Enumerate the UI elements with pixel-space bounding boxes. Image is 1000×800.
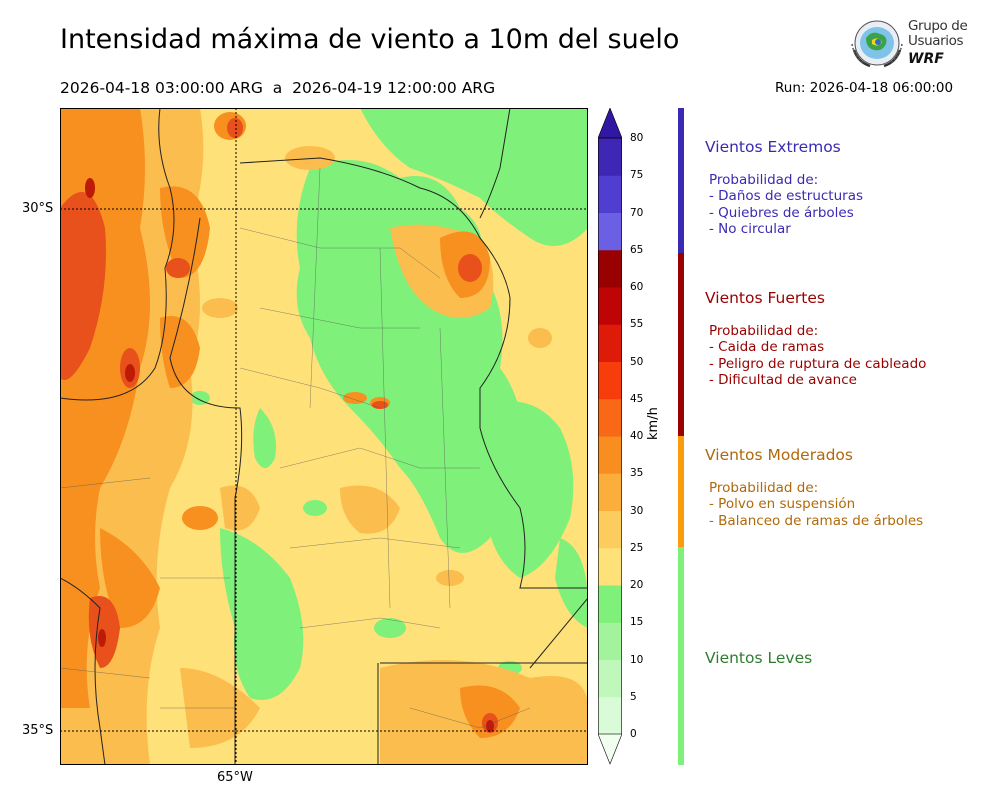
- wrf-users-logo: Grupo de Usuarios WRF: [848, 16, 968, 74]
- colorbar-over-triangle: [597, 107, 623, 139]
- logo-line-2: Usuarios: [908, 32, 964, 49]
- colorbar-swatch: [598, 398, 622, 437]
- colorbar-swatch: [598, 510, 622, 549]
- lat-label-35s: 35°S: [22, 723, 54, 738]
- period-separator: a: [272, 79, 283, 97]
- category-line: - Balanceo de ramas de árboles: [709, 512, 924, 529]
- run-timestamp: Run: 2026-04-18 06:00:00: [775, 80, 954, 96]
- category-line: - No circular: [709, 220, 791, 237]
- department-boundaries: [60, 167, 531, 729]
- colorbar-swatch: [598, 324, 622, 362]
- province-boundaries: [60, 108, 588, 765]
- wind-map: [60, 108, 588, 765]
- peak-wind-cores: [85, 178, 494, 732]
- category-bar-strong: [678, 253, 684, 436]
- colorbar-tick-label: 75: [630, 169, 644, 182]
- category-title-strong: Vientos Fuertes: [705, 289, 825, 307]
- map-title: Intensidad máxima de viento a 10m del su…: [60, 24, 680, 55]
- period-start: 2026-04-18 03:00:00 ARG: [60, 79, 263, 97]
- category-bar-moderate: [678, 436, 684, 547]
- category-title-light: Vientos Leves: [705, 649, 813, 667]
- category-bar-extreme: [678, 108, 684, 253]
- globe-emblem-icon: [851, 20, 903, 68]
- colorbar-swatch: [598, 436, 622, 474]
- map-frame: [60, 108, 588, 765]
- colorbar-tick-label: 35: [630, 467, 644, 480]
- category-title-extreme: Vientos Extremos: [705, 138, 841, 156]
- colorbar-swatch: [598, 659, 622, 698]
- colorbar-tick-label: 60: [630, 281, 644, 293]
- colorbar-tick-label: 0: [630, 728, 637, 740]
- category-line: - Daños de estructuras: [709, 188, 864, 205]
- forecast-period: 2026-04-18 03:00:00 ARG a 2026-04-19 12:…: [60, 79, 495, 97]
- colorbar-unit: km/h: [646, 407, 661, 440]
- category-title-moderate: Vientos Moderados: [705, 446, 853, 464]
- colorbar-swatch: [598, 212, 622, 251]
- colorbar-tick-label: 10: [630, 653, 644, 666]
- colorbar-tick-label: 20: [630, 579, 644, 591]
- category-body-extreme: Probabilidad de: - Daños de estructuras - …: [709, 172, 863, 237]
- colorbar-tick-label: 65: [630, 243, 644, 256]
- period-end: 2026-04-19 12:00:00 ARG: [292, 79, 496, 97]
- logo-wrf: WRF: [908, 51, 944, 67]
- colorbar-tick-label: 40: [630, 430, 644, 442]
- colorbar-under-triangle: [597, 733, 623, 765]
- category-body-moderate: Probabilidad de: - Polvo en suspensión - B…: [709, 480, 923, 529]
- colorbar-tick-label: 15: [630, 616, 644, 629]
- colorbar-tick-label: 80: [630, 132, 644, 144]
- colorbar-swatch: [598, 585, 622, 623]
- lat-label-30s: 30°S: [22, 201, 54, 216]
- category-line: - Polvo en suspensión: [709, 496, 856, 513]
- colorbar-tick-label: 50: [630, 355, 644, 368]
- category-bar-light: [678, 547, 684, 765]
- category-line: Probabilidad de:: [709, 172, 819, 188]
- colorbar: [597, 107, 623, 765]
- lon-label-65w: 65°W: [217, 770, 253, 785]
- graticule: [60, 108, 588, 765]
- category-line: - Dificultad de avance: [709, 371, 857, 388]
- category-line: - Caida de ramas: [709, 339, 825, 356]
- colorbar-tick-label: 5: [630, 690, 637, 703]
- colorbar-swatch: [598, 361, 622, 400]
- category-line: Probabilidad de:: [709, 480, 819, 496]
- colorbar-outline: [598, 137, 622, 735]
- colorbar-tick-label: 25: [630, 541, 644, 554]
- colorbar-swatch: [598, 473, 622, 511]
- colorbar-swatches: [597, 107, 623, 765]
- extreme-wind-areas: [60, 118, 498, 733]
- colorbar-tick-label: 70: [630, 206, 644, 219]
- colorbar-tick-label: 45: [630, 392, 644, 405]
- wind-map-canvas: [60, 108, 588, 765]
- colorbar-tick-label: 30: [630, 504, 644, 517]
- logo-line-1: Grupo de: [908, 18, 968, 34]
- colorbar-swatch: [598, 622, 622, 660]
- category-line: - Peligro de ruptura de cableado: [709, 355, 927, 372]
- category-line: Probabilidad de:: [709, 323, 819, 339]
- colorbar-swatch: [598, 547, 622, 586]
- category-body-strong: Probabilidad de: - Caida de ramas - Peligr…: [709, 323, 926, 388]
- colorbar-swatch: [598, 249, 622, 288]
- colorbar-tick-label: 55: [630, 318, 644, 331]
- category-line: - Quiebres de árboles: [709, 204, 854, 221]
- colorbar-swatch: [598, 696, 622, 735]
- colorbar-swatch: [598, 138, 622, 176]
- colorbar-swatch: [598, 175, 622, 213]
- colorbar-swatch: [598, 287, 622, 325]
